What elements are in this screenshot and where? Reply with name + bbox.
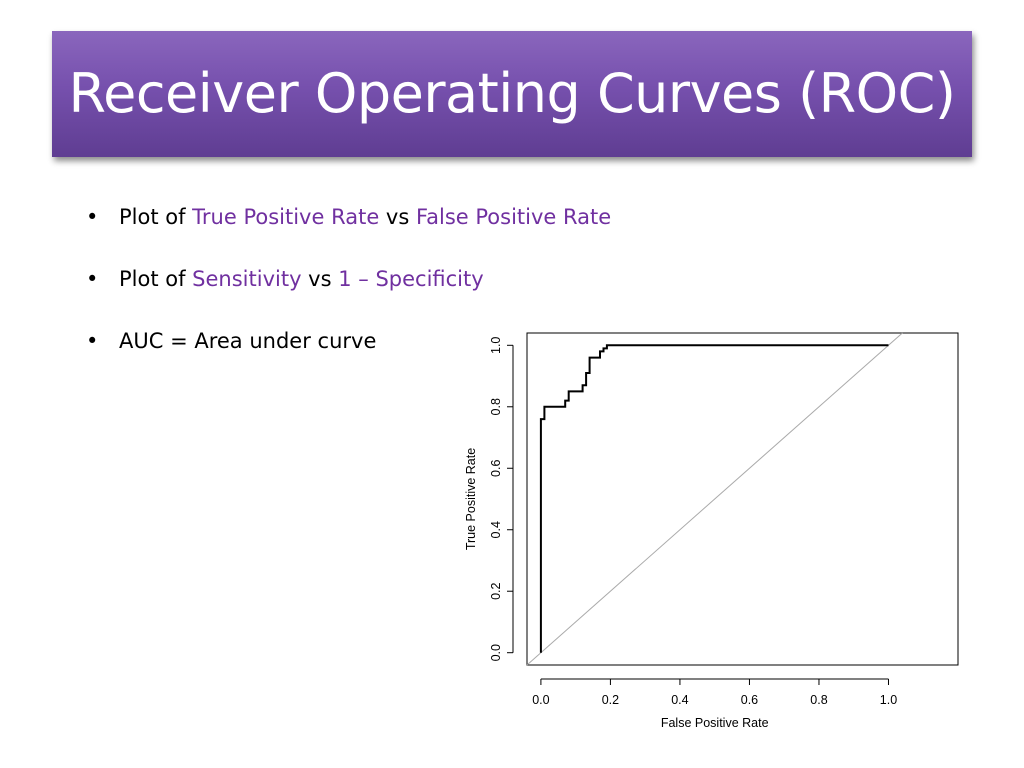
- y-tick-label: 0.0: [489, 644, 503, 661]
- bullet-auc-text: AUC = Area under curve: [119, 329, 377, 353]
- x-tick-label: 0.2: [602, 693, 619, 707]
- bullet-prefix: Plot of: [119, 267, 193, 291]
- x-tick-label: 0.6: [741, 693, 758, 707]
- slide-title: Receiver Operating Curves (ROC): [68, 62, 956, 125]
- bullet-text: Plot of True Positive Rate vs False Posi…: [119, 200, 611, 234]
- title-bar: Receiver Operating Curves (ROC): [52, 31, 972, 157]
- y-axis-label: True Positive Rate: [464, 448, 478, 550]
- x-tick-label: 0.0: [532, 693, 549, 707]
- x-axis-label: False Positive Rate: [661, 716, 769, 730]
- y-tick-label: 0.6: [489, 460, 503, 477]
- x-tick-label: 0.8: [810, 693, 827, 707]
- roc-chart: 0.0 0.2 0.4 0.6 0.8 1.0 False Positive Rate 0.0…: [464, 332, 959, 730]
- bullet-marker: •: [86, 329, 99, 353]
- reference-diagonal-line: [526, 332, 903, 666]
- x-tick-label: 0.4: [671, 693, 688, 707]
- bullet-marker: •: [86, 267, 99, 291]
- roc-curve-line: [539, 344, 889, 653]
- y-tick-label: 0.2: [489, 582, 503, 599]
- bullet-connector: vs: [379, 205, 416, 229]
- bullet-prefix: Plot of: [119, 205, 193, 229]
- plot-frame: [526, 332, 959, 666]
- term-false-positive-rate: False Positive Rate: [415, 205, 612, 229]
- y-tick-label: 0.8: [489, 398, 503, 415]
- y-tick-label: 1.0: [489, 337, 503, 354]
- bullet-text: Plot of Sensitivity vs 1 – Specificity: [119, 262, 484, 296]
- term-sensitivity: Sensitivity: [192, 267, 302, 291]
- y-tick-label: 0.4: [489, 521, 503, 538]
- bullet-marker: •: [86, 205, 99, 229]
- term-one-minus-specificity: 1 – Specificity: [338, 267, 484, 291]
- bullet-connector: vs: [301, 267, 339, 291]
- term-true-positive-rate: True Positive Rate: [192, 205, 380, 229]
- x-tick-label: 1.0: [880, 693, 897, 707]
